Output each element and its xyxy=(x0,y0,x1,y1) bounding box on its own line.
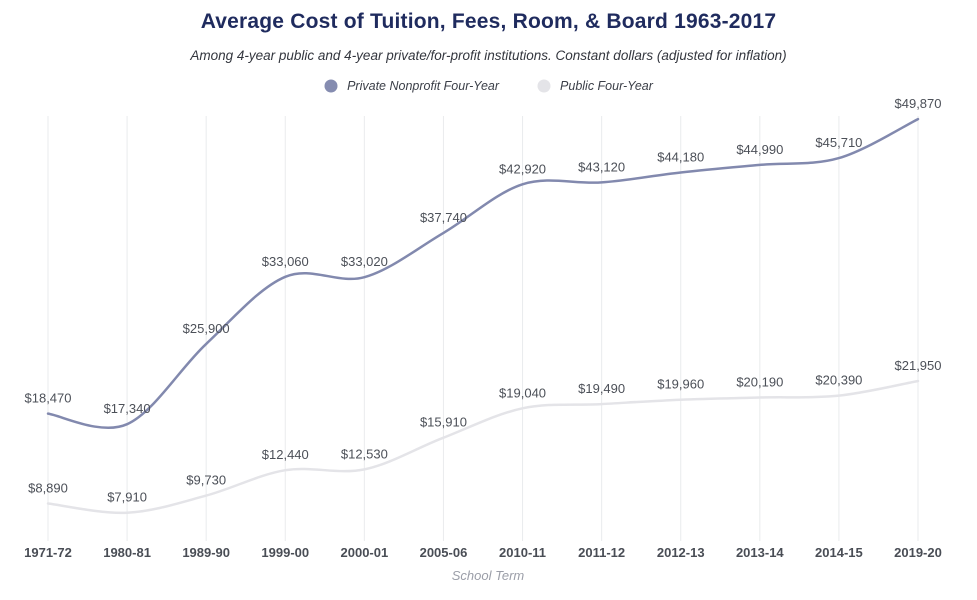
data-label-private-nonprofit: $43,120 xyxy=(578,159,625,174)
x-tick-label: 2010-11 xyxy=(499,545,546,560)
chart-subtitle: Among 4-year public and 4-year private/f… xyxy=(190,48,787,63)
x-tick-label: 2013-14 xyxy=(736,545,784,560)
data-label-public: $21,950 xyxy=(895,358,942,373)
circle-dot-icon xyxy=(537,79,551,93)
data-label-public: $19,490 xyxy=(578,381,625,396)
legend-marker-private-icon xyxy=(324,79,338,93)
data-label-public: $7,910 xyxy=(107,490,147,505)
x-axis-ticks-group: 1971-72 1980-81 1989-90 1999-00 2000-01 2005-… xyxy=(24,545,942,560)
x-tick-label: 1999-00 xyxy=(261,545,309,560)
legend: Private Nonprofit Four-Year Public Four-… xyxy=(0,79,977,93)
x-tick-label: 1980-81 xyxy=(103,545,151,560)
legend-marker-public-icon xyxy=(537,79,551,93)
data-label-private-nonprofit: $18,470 xyxy=(25,391,72,406)
data-label-private-nonprofit: $42,920 xyxy=(499,161,546,176)
data-label-public: $15,910 xyxy=(420,415,467,430)
x-tick-label: 2019-20 xyxy=(894,545,942,560)
series-line-private-nonprofit xyxy=(46,117,920,430)
x-tick-label: 2012-13 xyxy=(657,545,705,560)
legend-label-private: Private Nonprofit Four-Year xyxy=(347,79,500,93)
data-label-public: $20,390 xyxy=(815,373,862,388)
data-label-public: $9,730 xyxy=(186,473,226,488)
data-label-public: $12,530 xyxy=(341,446,388,461)
x-axis-title: School Term xyxy=(452,568,525,583)
data-label-private-nonprofit: $33,020 xyxy=(341,254,388,269)
chart-header: Average Cost of Tuition, Fees, Room, & B… xyxy=(0,0,977,93)
x-tick-label: 1989-90 xyxy=(182,545,230,560)
data-label-private-nonprofit: $45,710 xyxy=(815,135,862,150)
x-tick-label: 2014-15 xyxy=(815,545,863,560)
series-line-public xyxy=(46,379,920,515)
data-label-private-nonprofit: $33,060 xyxy=(262,254,309,269)
x-tick-label: 1971-72 xyxy=(24,545,72,560)
data-label-private-nonprofit: $25,900 xyxy=(183,321,230,336)
legend-label-public: Public Four-Year xyxy=(560,79,653,93)
data-label-public: $20,190 xyxy=(736,375,783,390)
data-label-public: $8,890 xyxy=(28,481,68,496)
x-tick-label: 2000-01 xyxy=(341,545,389,560)
data-label-public: $19,960 xyxy=(657,377,704,392)
data-label-private-nonprofit: $44,180 xyxy=(657,149,704,164)
data-label-public: $19,040 xyxy=(499,385,546,400)
chart-title: Average Cost of Tuition, Fees, Room, & B… xyxy=(200,10,777,33)
data-label-private-nonprofit: $17,340 xyxy=(104,401,151,416)
data-label-public: $12,440 xyxy=(262,447,309,462)
data-labels-group: $18,470 $17,340 $25,900 $33,060 $33,020 $37,7… xyxy=(25,96,942,505)
legend-item-private-nonprofit[interactable]: Private Nonprofit Four-Year xyxy=(324,79,499,93)
data-label-private-nonprofit: $49,870 xyxy=(895,96,942,111)
x-tick-label: 2005-06 xyxy=(420,545,468,560)
data-label-private-nonprofit: $37,740 xyxy=(420,210,467,225)
gridlines-group xyxy=(47,116,919,541)
x-tick-label: 2011-12 xyxy=(578,545,625,560)
series-lines-group xyxy=(46,117,920,515)
legend-item-public[interactable]: Public Four-Year xyxy=(537,79,653,93)
data-label-private-nonprofit: $44,990 xyxy=(736,142,783,157)
circle-dot-icon xyxy=(324,79,338,93)
